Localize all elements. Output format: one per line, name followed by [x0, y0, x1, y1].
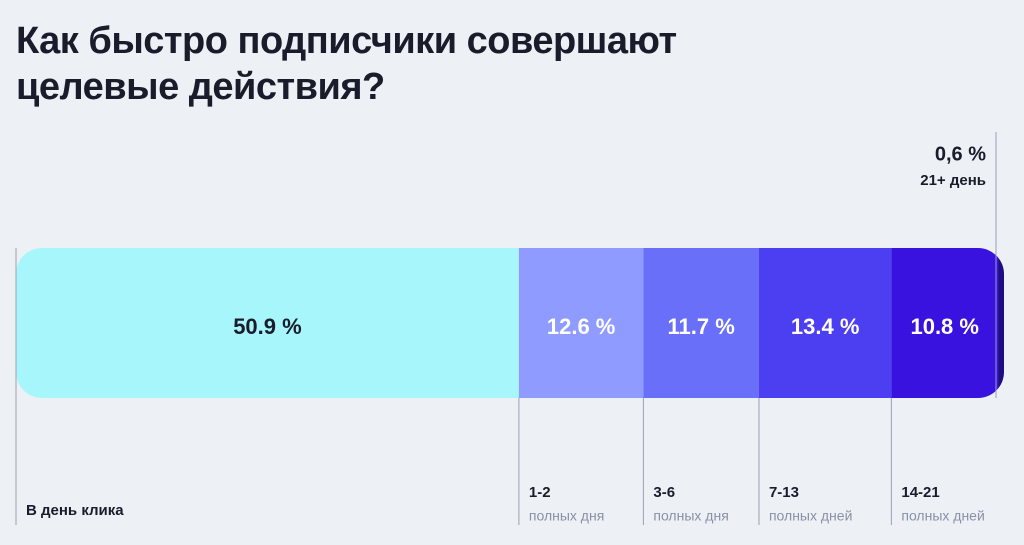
category-note: полных дней	[901, 508, 984, 524]
bar-segment	[16, 248, 519, 398]
bar-group	[16, 248, 1004, 398]
category-note: полных дней	[769, 508, 852, 524]
value-label: 11.7 %	[668, 314, 735, 339]
bar-segment	[758, 248, 892, 398]
bar-segment	[518, 248, 644, 398]
bar-segment	[998, 248, 1004, 398]
bar-segment	[643, 248, 759, 398]
value-label: 50.9 %	[233, 314, 302, 339]
category-label: В день клика	[26, 502, 124, 519]
category-label: 21+ день	[920, 172, 986, 189]
chart-title: Как быстро подписчики совершают целевые …	[16, 20, 677, 108]
category-label: 3-6	[653, 484, 675, 501]
category-label: 7-13	[769, 484, 799, 501]
value-label: 12.6 %	[547, 314, 616, 339]
value-label: 0,6 %	[935, 143, 986, 165]
category-note: полных дня	[653, 508, 728, 524]
category-label: 14-21	[901, 484, 939, 501]
value-label: 13.4 %	[791, 314, 860, 339]
bar-segment	[891, 248, 999, 398]
category-note: полных дня	[529, 508, 604, 524]
value-label: 10.8 %	[910, 314, 979, 339]
category-label: 1-2	[529, 484, 551, 501]
